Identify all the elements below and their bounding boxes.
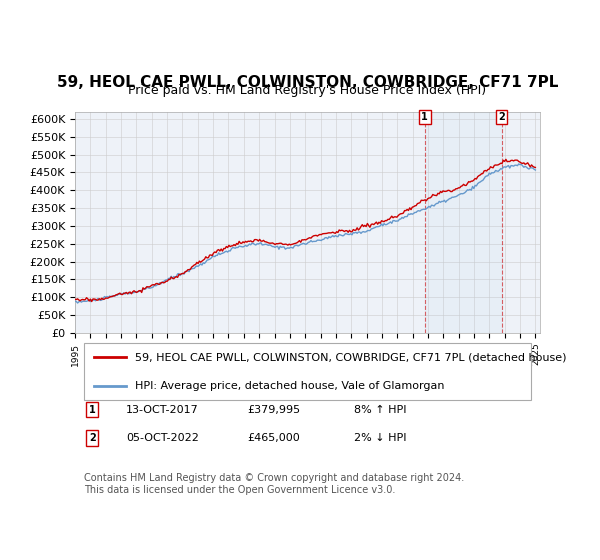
Text: 59, HEOL CAE PWLL, COLWINSTON, COWBRIDGE, CF71 7PL: 59, HEOL CAE PWLL, COLWINSTON, COWBRIDGE… bbox=[57, 74, 558, 90]
Bar bbox=[425, 111, 502, 333]
Text: £465,000: £465,000 bbox=[247, 433, 300, 443]
Text: 13-OCT-2017: 13-OCT-2017 bbox=[126, 405, 199, 414]
Text: 1: 1 bbox=[421, 112, 428, 122]
Text: HPI: Average price, detached house, Vale of Glamorgan: HPI: Average price, detached house, Vale… bbox=[136, 381, 445, 391]
Text: 8% ↑ HPI: 8% ↑ HPI bbox=[354, 405, 407, 414]
Text: 2: 2 bbox=[89, 433, 96, 443]
Text: 59, HEOL CAE PWLL, COLWINSTON, COWBRIDGE, CF71 7PL (detached house): 59, HEOL CAE PWLL, COLWINSTON, COWBRIDGE… bbox=[136, 352, 567, 362]
Text: 1: 1 bbox=[89, 405, 96, 414]
Text: Price paid vs. HM Land Registry's House Price Index (HPI): Price paid vs. HM Land Registry's House … bbox=[128, 84, 487, 97]
Text: 05-OCT-2022: 05-OCT-2022 bbox=[126, 433, 199, 443]
Text: £379,995: £379,995 bbox=[247, 405, 300, 414]
Text: Contains HM Land Registry data © Crown copyright and database right 2024.
This d: Contains HM Land Registry data © Crown c… bbox=[84, 473, 464, 494]
Text: 2: 2 bbox=[498, 112, 505, 122]
Text: 2% ↓ HPI: 2% ↓ HPI bbox=[354, 433, 407, 443]
FancyBboxPatch shape bbox=[84, 343, 531, 400]
